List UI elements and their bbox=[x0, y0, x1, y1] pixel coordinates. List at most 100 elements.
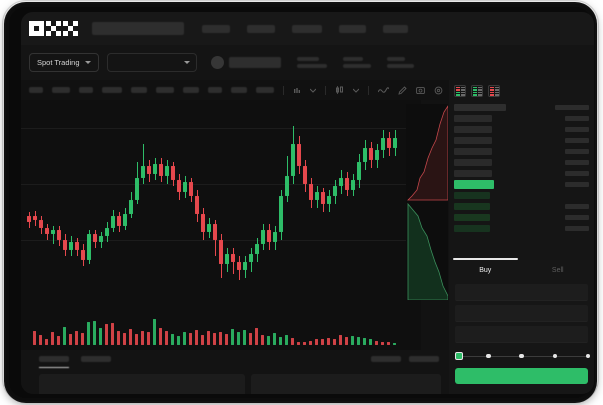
amount-percent-slider[interactable] bbox=[455, 352, 591, 361]
candle-body bbox=[105, 228, 109, 236]
order-book-size-bar bbox=[454, 147, 492, 155]
slider-handle[interactable] bbox=[455, 352, 463, 360]
volume-bar-3 bbox=[51, 332, 54, 345]
draw-pencil-icon[interactable] bbox=[398, 85, 407, 95]
order-book-row[interactable] bbox=[454, 158, 589, 166]
trading-pair-selector[interactable] bbox=[106, 53, 197, 72]
candle-body bbox=[87, 234, 91, 260]
candle-body bbox=[177, 180, 181, 192]
volume-bar-15 bbox=[123, 333, 126, 345]
slider-stop-75[interactable] bbox=[552, 353, 558, 358]
volume-bar-34 bbox=[237, 332, 240, 345]
nav-item-3[interactable] bbox=[339, 24, 366, 33]
candle-type-icon[interactable] bbox=[335, 86, 344, 94]
volume-bar-8 bbox=[81, 333, 84, 345]
nav-item-2[interactable] bbox=[292, 24, 322, 33]
order-field-2[interactable] bbox=[455, 326, 588, 343]
place-buy-order-button[interactable] bbox=[455, 368, 588, 384]
depth-chart[interactable] bbox=[406, 104, 448, 300]
volume-bar-43 bbox=[291, 338, 294, 345]
market-stat-value bbox=[296, 64, 327, 68]
order-book-row[interactable] bbox=[454, 191, 589, 199]
order-book-row[interactable] bbox=[454, 147, 589, 155]
volume-bar-16 bbox=[129, 329, 132, 345]
depth-chart-svg bbox=[407, 105, 448, 300]
gridline-1 bbox=[21, 184, 421, 185]
orders-tab-1[interactable] bbox=[81, 356, 111, 362]
nav-item-0[interactable] bbox=[202, 24, 230, 33]
settings-gear-icon[interactable] bbox=[434, 86, 443, 95]
order-field-0[interactable] bbox=[455, 284, 588, 301]
volume-bar-49 bbox=[327, 338, 330, 345]
trade-tab-sell[interactable]: Sell bbox=[551, 266, 564, 274]
order-book-row[interactable] bbox=[454, 169, 589, 177]
order-book-row[interactable] bbox=[454, 213, 589, 221]
order-book-row[interactable] bbox=[454, 202, 589, 210]
chevron-down-icon[interactable] bbox=[353, 88, 359, 93]
volume-bar-51 bbox=[339, 335, 342, 345]
price-chart[interactable] bbox=[21, 100, 421, 350]
order-book-size-bar bbox=[454, 103, 506, 111]
candle-body bbox=[279, 196, 283, 232]
order-book-row[interactable] bbox=[454, 179, 589, 189]
trading-mode-selector[interactable]: Spot Trading bbox=[29, 53, 99, 72]
okx-logo[interactable] bbox=[29, 21, 78, 36]
interval-icon[interactable] bbox=[293, 86, 301, 94]
mode-bar bbox=[455, 89, 460, 91]
volume-bar-4 bbox=[57, 336, 60, 345]
market-stat-2 bbox=[386, 57, 414, 68]
toolbar-button-4[interactable] bbox=[131, 87, 147, 93]
candle-body bbox=[285, 176, 289, 196]
pair-name-label bbox=[228, 57, 281, 68]
toolbar-button-1[interactable] bbox=[52, 87, 70, 93]
slider-stop-100[interactable] bbox=[585, 353, 591, 358]
toolbar-button-8[interactable] bbox=[231, 87, 247, 93]
mode-line bbox=[494, 91, 499, 93]
candle-body bbox=[207, 224, 211, 232]
order-book-row[interactable] bbox=[454, 224, 589, 232]
chevron-down-icon bbox=[183, 61, 190, 64]
nav-item-4[interactable] bbox=[383, 24, 408, 33]
toolbar-button-3[interactable] bbox=[102, 87, 122, 93]
camera-icon[interactable] bbox=[416, 86, 425, 95]
orderbook-both-icon[interactable] bbox=[454, 85, 466, 97]
chevron-down-icon[interactable] bbox=[310, 88, 316, 93]
order-book-rows bbox=[449, 101, 594, 232]
toolbar-button-6[interactable] bbox=[183, 87, 199, 93]
volume-bar-58 bbox=[381, 342, 384, 345]
toolbar-button-7[interactable] bbox=[208, 87, 222, 93]
orders-action-0[interactable] bbox=[371, 356, 401, 362]
orderbook-sell-icon[interactable] bbox=[488, 85, 500, 97]
order-book-row[interactable] bbox=[454, 136, 589, 144]
slider-stop-50[interactable] bbox=[519, 353, 524, 358]
order-book-price bbox=[555, 104, 589, 110]
market-stats bbox=[281, 57, 414, 68]
order-book-row[interactable] bbox=[454, 125, 589, 133]
nav-items bbox=[202, 24, 425, 33]
order-book-row[interactable] bbox=[454, 103, 589, 111]
candle-body bbox=[111, 216, 115, 228]
orderbook-buy-icon[interactable] bbox=[471, 85, 483, 97]
volume-bar-24 bbox=[177, 336, 180, 345]
order-book-size-bar bbox=[454, 224, 490, 232]
toolbar-button-2[interactable] bbox=[79, 87, 93, 93]
trade-tab-buy[interactable]: Buy bbox=[449, 258, 522, 280]
trade-form-panel: Buy Sell bbox=[449, 258, 594, 394]
orders-tab-0[interactable] bbox=[39, 356, 69, 368]
global-search-input[interactable] bbox=[92, 22, 184, 35]
order-book-row[interactable] bbox=[454, 114, 589, 122]
candle-body bbox=[171, 166, 175, 180]
orders-action-1[interactable] bbox=[409, 356, 439, 362]
line-chart-icon[interactable] bbox=[378, 86, 389, 94]
order-input-fields bbox=[449, 284, 594, 343]
volume-bar-18 bbox=[141, 331, 144, 345]
toolbar-button-0[interactable] bbox=[29, 87, 43, 93]
nav-item-1[interactable] bbox=[247, 24, 275, 33]
toolbar-button-9[interactable] bbox=[256, 87, 274, 93]
order-field-1[interactable] bbox=[455, 305, 588, 322]
slider-stop-25[interactable] bbox=[486, 353, 491, 358]
volume-bar-44 bbox=[297, 342, 300, 345]
mode-bar bbox=[489, 94, 494, 96]
toolbar-button-5[interactable] bbox=[156, 87, 174, 93]
